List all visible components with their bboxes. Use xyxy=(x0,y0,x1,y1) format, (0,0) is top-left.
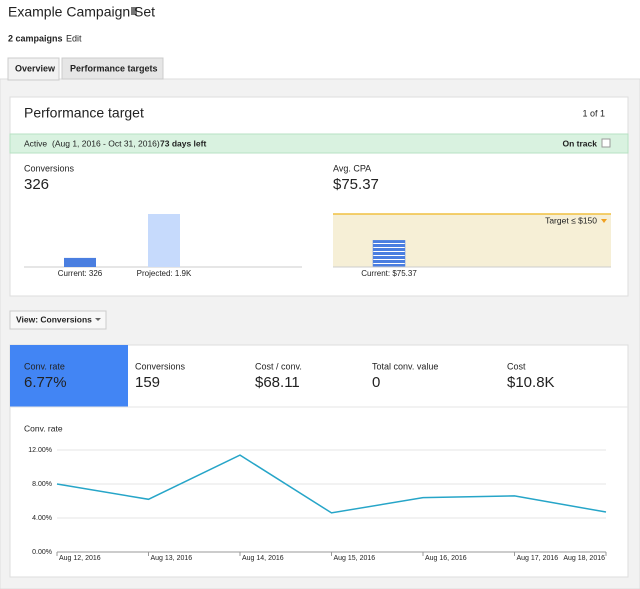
x-tick-label: Aug 15, 2016 xyxy=(334,555,376,562)
y-tick-label: 12.00% xyxy=(28,447,52,454)
axis-label: Conv. rate xyxy=(24,423,63,433)
card-title: Performance target xyxy=(24,105,144,121)
tab-selected[interactable] xyxy=(7,57,60,81)
delete-icon[interactable] xyxy=(131,7,137,15)
status: Active xyxy=(24,138,47,148)
metric-label[interactable]: Conv. rate xyxy=(24,361,65,371)
view-dropdown-label[interactable]: View: Conversions xyxy=(16,314,92,324)
status-health: On track xyxy=(563,138,598,148)
page-title: Example Campaign Set xyxy=(8,4,155,20)
metric-value[interactable]: $10.8K xyxy=(507,374,555,391)
panel-label: Avg. CPA xyxy=(333,163,371,173)
tab-label[interactable]: Overview xyxy=(15,63,56,73)
panel-value: 326 xyxy=(24,176,49,193)
y-tick-label: 0.00% xyxy=(32,549,52,556)
view-dropdown[interactable] xyxy=(9,310,107,330)
bar-label: Projected: 1.9K xyxy=(137,269,192,278)
dropdown-arrow xyxy=(601,219,607,223)
metric-selected[interactable] xyxy=(10,345,128,407)
x-tick-label: Aug 12, 2016 xyxy=(59,555,101,562)
dropdown-arrow xyxy=(95,318,101,321)
panel-value: $75.37 xyxy=(333,176,379,193)
tab[interactable] xyxy=(61,57,164,80)
x-tick-label: Aug 13, 2016 xyxy=(151,555,193,562)
bar-label: Current: $75.37 xyxy=(361,269,417,278)
bar xyxy=(372,240,406,268)
x-tick-label: Aug 14, 2016 xyxy=(242,555,284,562)
metric-value[interactable]: 0 xyxy=(372,374,380,391)
status-remaining: 73 days left xyxy=(160,138,206,148)
x-tick-label: Aug 16, 2016 xyxy=(425,555,467,562)
x-tick-label: Aug 18, 2016 xyxy=(563,555,605,562)
y-tick-label: 4.00% xyxy=(32,515,52,522)
target-label: Target ≤ $150 xyxy=(545,215,597,225)
status-bar xyxy=(9,133,629,154)
tab-label[interactable]: Performance targets xyxy=(70,63,158,73)
metric-label[interactable]: Total conv. value xyxy=(372,361,438,371)
metric-label[interactable]: Cost xyxy=(507,361,526,371)
bar xyxy=(148,214,180,267)
y-tick-label: 8.00% xyxy=(32,481,52,488)
edit-link[interactable]: Edit xyxy=(66,33,82,43)
subtitle: 2 campaigns xyxy=(8,33,63,43)
info-icon[interactable] xyxy=(601,138,611,148)
x-tick-label: Aug 17, 2016 xyxy=(517,555,559,562)
status-period[interactable]: (Aug 1, 2016 - Oct 31, 2016) xyxy=(52,138,160,148)
panel-label: Conversions xyxy=(24,163,75,173)
metric-value[interactable]: $68.11 xyxy=(255,374,300,391)
pager: 1 of 1 xyxy=(582,108,605,118)
data-line xyxy=(56,454,607,514)
metric-label[interactable]: Conversions xyxy=(135,361,186,371)
metric-value[interactable]: 6.77% xyxy=(24,374,67,391)
bar xyxy=(64,257,96,267)
bar-label: Current: 326 xyxy=(58,269,103,278)
metric-label[interactable]: Cost / conv. xyxy=(255,361,302,371)
metric-value[interactable]: 159 xyxy=(135,374,160,391)
